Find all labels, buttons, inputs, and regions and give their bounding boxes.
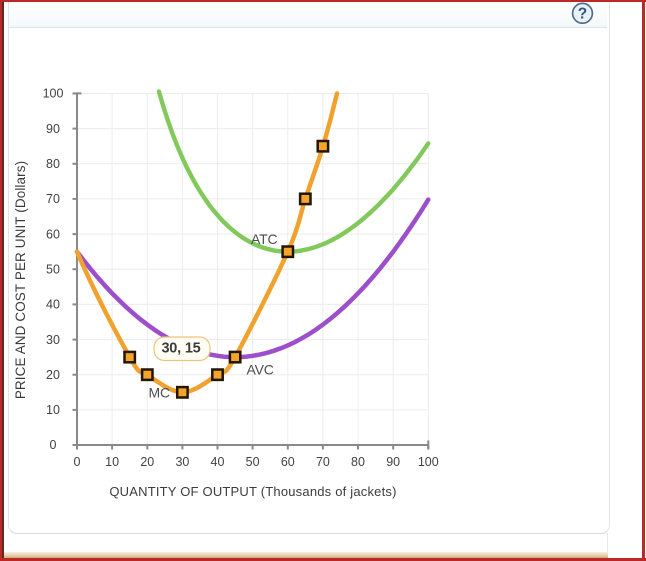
svg-text:50: 50: [246, 455, 260, 469]
svg-text:?: ?: [578, 5, 587, 22]
svg-text:80: 80: [351, 455, 365, 469]
svg-text:10: 10: [105, 455, 119, 469]
svg-text:70: 70: [46, 192, 60, 206]
svg-text:40: 40: [46, 298, 60, 312]
svg-text:10: 10: [46, 403, 60, 417]
svg-text:PRICE AND COST PER UNIT (Dolla: PRICE AND COST PER UNIT (Dollars): [13, 161, 28, 399]
svg-text:MC: MC: [149, 385, 170, 401]
svg-text:20: 20: [46, 368, 60, 382]
svg-text:60: 60: [281, 455, 295, 469]
svg-text:50: 50: [46, 262, 60, 276]
svg-text:100: 100: [43, 87, 64, 101]
svg-text:60: 60: [46, 227, 60, 241]
svg-text:30, 15: 30, 15: [161, 341, 200, 357]
svg-text:90: 90: [46, 122, 60, 136]
svg-text:30: 30: [46, 333, 60, 347]
svg-text:ATC: ATC: [251, 231, 277, 247]
svg-text:100: 100: [418, 455, 439, 469]
svg-text:0: 0: [74, 455, 81, 469]
svg-text:20: 20: [140, 455, 154, 469]
svg-text:80: 80: [46, 157, 60, 171]
svg-text:40: 40: [211, 455, 225, 469]
svg-text:30: 30: [175, 455, 189, 469]
svg-text:0: 0: [50, 438, 57, 452]
svg-text:90: 90: [386, 455, 400, 469]
svg-text:QUANTITY OF OUTPUT (Thousands: QUANTITY OF OUTPUT (Thousands of jackets…: [109, 484, 396, 499]
svg-text:AVC: AVC: [247, 362, 274, 378]
svg-text:70: 70: [316, 455, 330, 469]
